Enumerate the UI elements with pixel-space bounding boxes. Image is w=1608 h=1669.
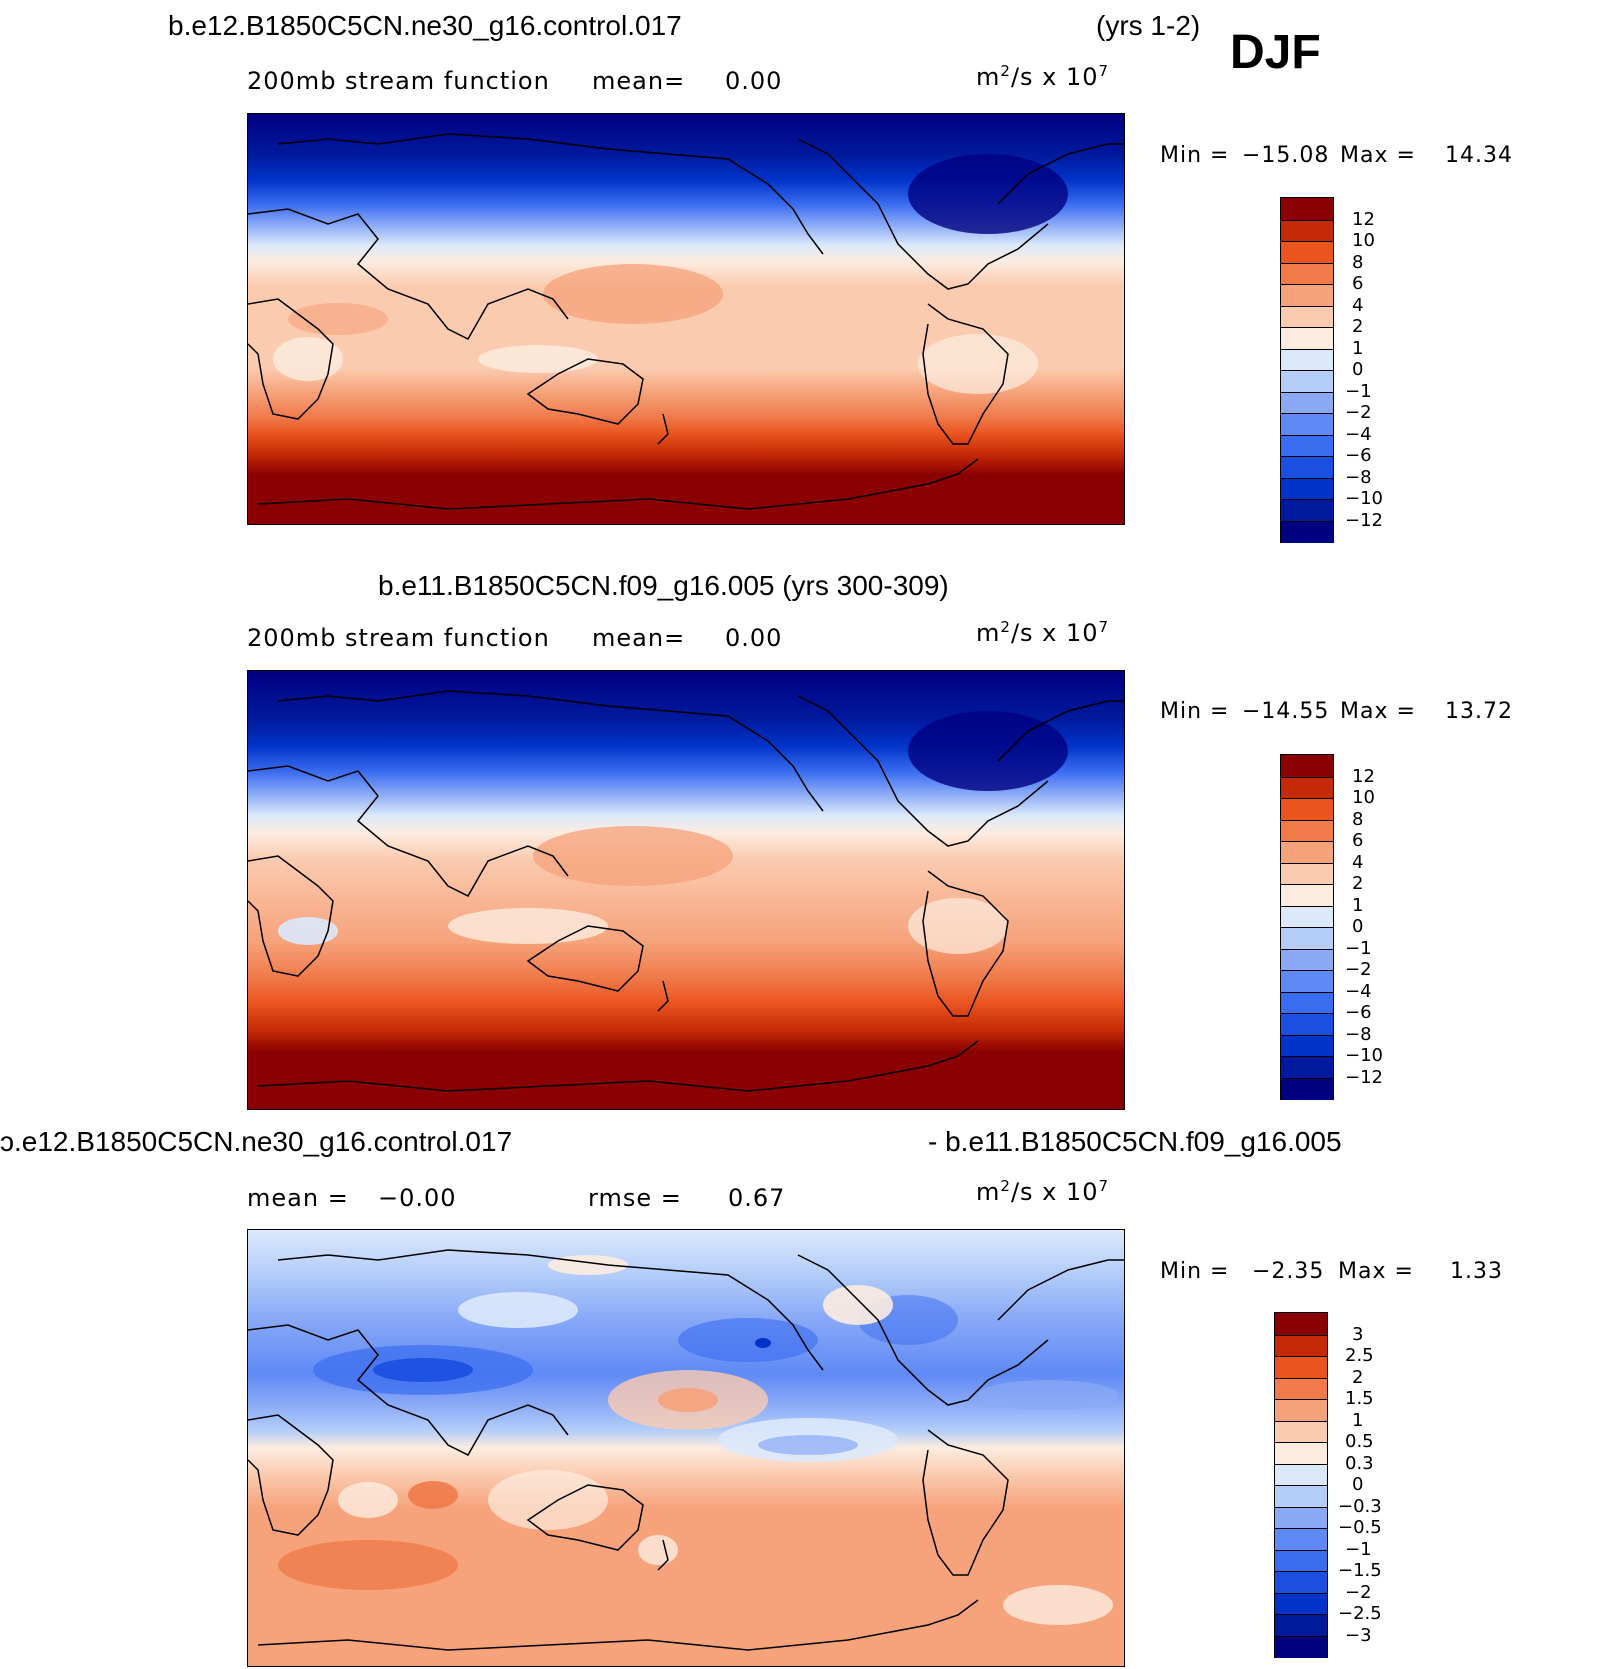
panel3-coastlines (248, 1249, 1124, 1651)
panel2-max-label: Max = (1340, 699, 1416, 724)
panel2-cbar-label: 10 (1352, 787, 1375, 808)
panel3-rmse-label: rmse = (588, 1184, 682, 1212)
panel1-subtitle: 200mb stream function (247, 67, 550, 95)
panel3-cbar-label: 3 (1352, 1324, 1364, 1345)
panel1-units: m2/s x 107 (976, 62, 1110, 91)
panel2-cbar-label: 4 (1352, 852, 1364, 873)
panel2-coastlines (248, 690, 1124, 1092)
panel2-min-label: Min = (1160, 699, 1230, 724)
panel3-cbar-label: 2.5 (1345, 1345, 1374, 1366)
panel3-cbar-label: 0.3 (1345, 1453, 1374, 1474)
panel3-cbar-label: −1.5 (1338, 1560, 1382, 1581)
panel1-mean-value: 0.00 (725, 67, 783, 95)
panel2-cbar-label: −4 (1345, 981, 1372, 1002)
panel3-cbar-label: 1.5 (1345, 1388, 1374, 1409)
panel2-cbar-label: −2 (1345, 959, 1372, 980)
panel3-mean-label: mean = (247, 1184, 349, 1212)
panel3-cbar-label: 2 (1352, 1367, 1364, 1388)
panel2-cbar-label: −12 (1345, 1067, 1383, 1088)
panel3-rmse-value: 0.67 (728, 1184, 786, 1212)
panel1-cbar-label: 12 (1352, 209, 1375, 230)
panel3-cbar-label: 0.5 (1345, 1431, 1374, 1452)
panel1-min-label: Min = (1160, 143, 1230, 168)
panel2-map-svg (248, 671, 1124, 1109)
panel1-cbar-label: 1 (1352, 338, 1364, 359)
panel1-coastlines (248, 133, 1124, 510)
panel1-cbar-label: 4 (1352, 295, 1364, 316)
panel3-cbar-label: −3 (1345, 1625, 1372, 1646)
panel2-mean-label: mean= (592, 624, 686, 652)
panel3-cbar-label: 1 (1352, 1410, 1364, 1431)
panel1-max-label: Max = (1340, 143, 1416, 168)
panel3-cbar-label: −2 (1345, 1582, 1372, 1603)
panel3-cbar-label: −0.5 (1338, 1517, 1382, 1538)
panel3-cbar-label: −1 (1345, 1539, 1372, 1560)
panel3-mean-value: −0.00 (378, 1184, 457, 1212)
panel1-cbar-label: 0 (1352, 359, 1364, 380)
panel2-cbar-label: −1 (1345, 938, 1372, 959)
panel1-cbar-label: −2 (1345, 402, 1372, 423)
panel3-cbar-label: −2.5 (1338, 1603, 1382, 1624)
panel2-cbar-label: 12 (1352, 766, 1375, 787)
panel1-cbar-label: −12 (1345, 510, 1383, 531)
panel2-cbar-label: −8 (1345, 1024, 1372, 1045)
panel3-title-right: - b.e11.B1850C5CN.f09_g16.005 (928, 1126, 1342, 1157)
panel3-map-svg (248, 1230, 1124, 1666)
panel1-cbar-label: −4 (1345, 424, 1372, 445)
panel3-title-left: ɔ.e12.B1850C5CN.ne30_g16.control.017 (0, 1126, 513, 1157)
panel1-cbar-label: −10 (1345, 488, 1383, 509)
panel2-cbar-label: 6 (1352, 830, 1364, 851)
panel1-min-value: −15.08 (1242, 143, 1330, 168)
panel1-cbar-label: −8 (1345, 467, 1372, 488)
panel2-mean-value: 0.00 (725, 624, 783, 652)
panel3-map (247, 1229, 1125, 1667)
panel3-cbar-label: 0 (1352, 1474, 1364, 1495)
panel2-cbar-label: −10 (1345, 1045, 1383, 1066)
panel3-cbar-label: −0.3 (1338, 1496, 1382, 1517)
panel1-cbar-label: 2 (1352, 316, 1364, 337)
panel3-min-label: Min = (1160, 1259, 1230, 1284)
panel2-colorbar (1280, 754, 1334, 1100)
panel2-cbar-label: 1 (1352, 895, 1364, 916)
panel3-min-value: −2.35 (1252, 1259, 1325, 1284)
panel2-cbar-label: 8 (1352, 809, 1364, 830)
case-title: b.e12.B1850C5CN.ne30_g16.control.017 (168, 10, 682, 41)
panel1-cbar-label: 8 (1352, 252, 1364, 273)
panel3-max-label: Max = (1338, 1259, 1414, 1284)
panel2-cbar-label: −6 (1345, 1002, 1372, 1023)
panel1-max-value: 14.34 (1445, 143, 1513, 168)
panel1-map (247, 113, 1125, 525)
panel1-mean-label: mean= (592, 67, 686, 95)
panel1-cbar-label: −1 (1345, 381, 1372, 402)
panel2-units: m2/s x 107 (976, 618, 1110, 647)
panel1-cbar-label: 10 (1352, 230, 1375, 251)
panel1-cbar-label: −6 (1345, 445, 1372, 466)
panel1-colorbar (1280, 197, 1334, 543)
years-label: (yrs 1-2) (1096, 10, 1201, 41)
panel2-subtitle: 200mb stream function (247, 624, 550, 652)
panel2-max-value: 13.72 (1445, 699, 1513, 724)
panel2-min-value: −14.55 (1242, 699, 1330, 724)
panel2-cbar-label: 0 (1352, 916, 1364, 937)
season-label: DJF (1230, 26, 1321, 79)
panel3-colorbar (1274, 1312, 1328, 1658)
panel2-map (247, 670, 1125, 1110)
panel1-map-svg (248, 114, 1124, 524)
panel1-cbar-label: 6 (1352, 273, 1364, 294)
panel3-units: m2/s x 107 (976, 1177, 1110, 1206)
panel2-cbar-label: 2 (1352, 873, 1364, 894)
panel3-max-value: 1.33 (1450, 1259, 1503, 1284)
panel2-title: b.e11.B1850C5CN.f09_g16.005 (yrs 300-309… (378, 570, 949, 601)
